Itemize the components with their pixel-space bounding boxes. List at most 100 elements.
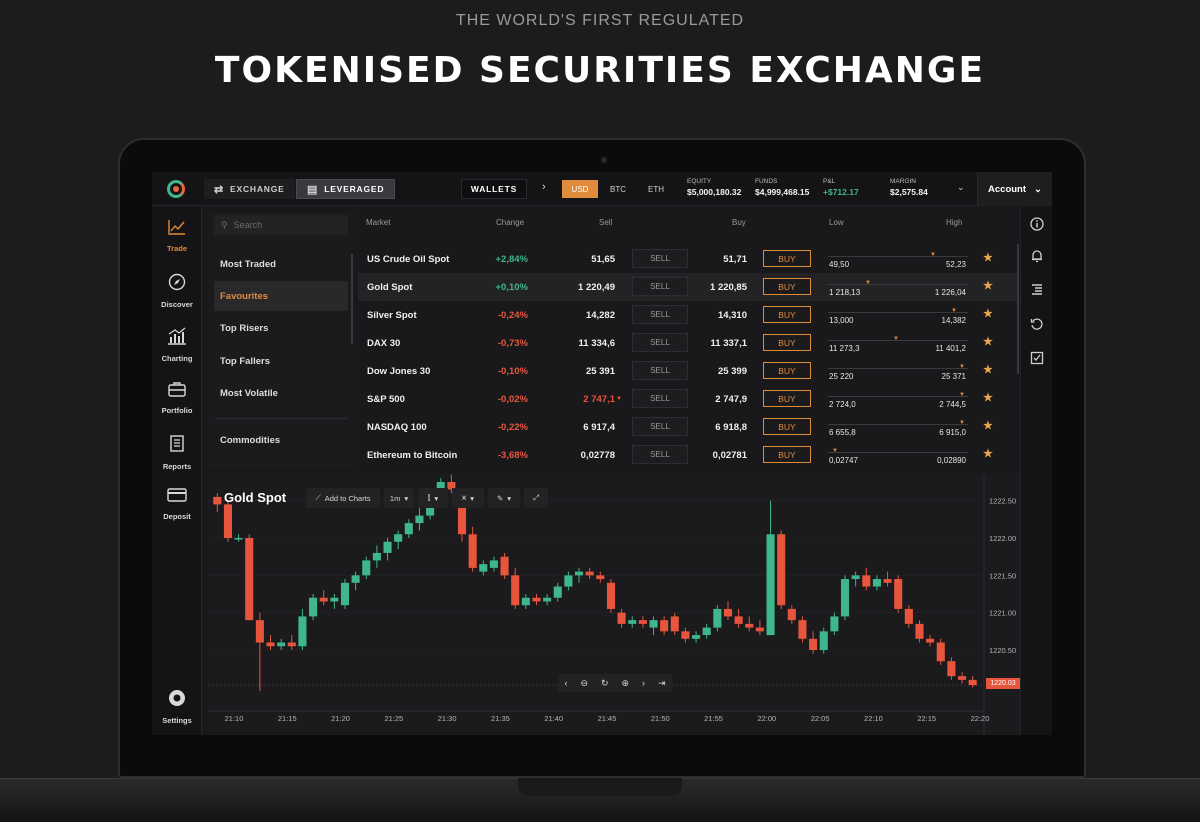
candle-body[interactable]: [330, 597, 339, 602]
candle-type-select[interactable]: ⫿ ▾: [418, 488, 448, 508]
candle-body[interactable]: [585, 571, 594, 576]
candlestick-chart[interactable]: 1222.50 1222.00 1221.50 1221.00 1220.50 21:10…: [208, 474, 1020, 735]
favourite-star-icon[interactable]: ★: [983, 448, 993, 460]
candle-body[interactable]: [351, 575, 360, 583]
header-change[interactable]: Change: [496, 218, 525, 227]
candle-body[interactable]: [660, 620, 669, 632]
candle-body[interactable]: [777, 534, 786, 606]
candle-body[interactable]: [245, 538, 254, 621]
candle-body[interactable]: [596, 575, 605, 580]
favourite-star-icon[interactable]: ★: [983, 420, 993, 432]
candle-body[interactable]: [447, 482, 456, 490]
candle-body[interactable]: [213, 496, 222, 505]
category-top-risers[interactable]: Top Risers: [220, 322, 269, 334]
candle-body[interactable]: [436, 482, 445, 494]
candle-body[interactable]: [755, 627, 764, 632]
account-menu[interactable]: Account ⌄: [977, 172, 1052, 206]
bell-icon[interactable]: [1021, 249, 1052, 266]
indicators-select[interactable]: ⩙ ▾: [452, 488, 484, 508]
candle-body[interactable]: [638, 620, 647, 624]
buy-button[interactable]: BUY: [763, 278, 811, 295]
favourite-star-icon[interactable]: ★: [983, 308, 993, 320]
candle-body[interactable]: [862, 575, 871, 587]
candle-body[interactable]: [840, 579, 850, 617]
favourite-star-icon[interactable]: ★: [983, 392, 993, 404]
candle-body[interactable]: [521, 597, 530, 606]
candle-body[interactable]: [511, 575, 520, 606]
candle-body[interactable]: [564, 575, 573, 587]
nav-deposit[interactable]: Deposit: [152, 487, 202, 521]
candle-body[interactable]: [340, 582, 350, 606]
candle-body[interactable]: [553, 586, 562, 598]
candle-body[interactable]: [809, 638, 818, 650]
category-top-fallers[interactable]: Top Fallers: [220, 355, 270, 367]
candle-body[interactable]: [926, 638, 935, 643]
table-row[interactable]: Ethereum to Bitcoin -3,68% 0,02778 SELL 0,02…: [358, 441, 1018, 469]
currency-btc[interactable]: BTC: [610, 184, 626, 194]
zoom-out-icon[interactable]: ⊖: [580, 677, 588, 688]
candle-body[interactable]: [734, 616, 743, 624]
candle-body[interactable]: [287, 642, 296, 647]
candle-body[interactable]: [223, 504, 233, 538]
search-input[interactable]: ⚲ Search: [214, 215, 348, 235]
sell-button[interactable]: SELL: [632, 417, 688, 436]
category-commodities[interactable]: Commodities: [220, 434, 281, 446]
candle-body[interactable]: [255, 620, 264, 643]
candle-body[interactable]: [819, 631, 828, 650]
checklist-icon[interactable]: [1021, 351, 1052, 368]
candle-body[interactable]: [489, 560, 498, 568]
candle-body[interactable]: [766, 534, 775, 636]
candle-body[interactable]: [915, 623, 924, 639]
favourite-star-icon[interactable]: ★: [983, 364, 993, 376]
buy-button[interactable]: BUY: [763, 418, 811, 435]
buy-button[interactable]: BUY: [763, 446, 811, 463]
favourite-star-icon[interactable]: ★: [983, 336, 993, 348]
history-icon[interactable]: [1021, 317, 1052, 334]
category-most-traded[interactable]: Most Traded: [220, 258, 276, 270]
candle-body[interactable]: [649, 620, 658, 628]
nav-reports[interactable]: Reports: [152, 435, 202, 471]
favourite-star-icon[interactable]: ★: [983, 252, 993, 264]
candle-body[interactable]: [702, 627, 711, 636]
scroll-right-icon[interactable]: ›: [642, 678, 645, 688]
buy-button[interactable]: BUY: [763, 362, 811, 379]
candle-body[interactable]: [947, 661, 956, 677]
nav-portfolio[interactable]: Portfolio: [152, 381, 202, 415]
candle-body[interactable]: [415, 515, 424, 524]
header-low[interactable]: Low: [829, 218, 844, 227]
price-chart[interactable]: 1222.50 1222.00 1221.50 1221.00 1220.50 21:10…: [208, 474, 1020, 735]
stats-chevron-down-icon[interactable]: ⌄: [957, 182, 965, 192]
buy-button[interactable]: BUY: [763, 306, 811, 323]
table-row[interactable]: US Crude Oil Spot +2,84% 51,65 SELL 51,71 BUY…: [358, 245, 1018, 273]
nav-charting[interactable]: Charting: [152, 327, 202, 363]
list-icon[interactable]: [1021, 283, 1052, 300]
candle-body[interactable]: [394, 534, 403, 542]
header-market[interactable]: Market: [366, 218, 391, 227]
candle-body[interactable]: [957, 676, 967, 680]
header-sell[interactable]: Sell: [599, 218, 613, 227]
candle-body[interactable]: [404, 523, 413, 535]
candle-body[interactable]: [628, 620, 637, 624]
candle-body[interactable]: [681, 631, 690, 639]
tab-leveraged[interactable]: ▤ LEVERAGED: [296, 179, 396, 199]
scroll-left-icon[interactable]: ‹: [564, 678, 568, 688]
favourite-star-icon[interactable]: ★: [983, 280, 993, 292]
candle-body[interactable]: [457, 504, 467, 535]
candle-body[interactable]: [692, 635, 701, 639]
buy-button[interactable]: BUY: [763, 334, 811, 351]
candle-body[interactable]: [883, 579, 892, 583]
candle-body[interactable]: [723, 608, 733, 617]
sell-button[interactable]: SELL: [632, 361, 688, 380]
candle-body[interactable]: [670, 616, 679, 632]
candle-body[interactable]: [606, 582, 616, 609]
tab-exchange[interactable]: ⇄ EXCHANGE: [204, 179, 295, 199]
sell-button[interactable]: SELL: [632, 305, 688, 324]
candle-body[interactable]: [543, 597, 552, 602]
add-to-charts-button[interactable]: ⟋ Add to Charts: [306, 488, 380, 508]
candle-body[interactable]: [468, 534, 477, 568]
table-row[interactable]: Silver Spot -0,24% 14,282 SELL 14,310 BUY ▼ 13,…: [358, 301, 1018, 329]
header-buy[interactable]: Buy: [732, 218, 746, 227]
header-high[interactable]: High: [946, 218, 963, 227]
logo[interactable]: [167, 180, 185, 198]
candle-body[interactable]: [319, 597, 328, 602]
